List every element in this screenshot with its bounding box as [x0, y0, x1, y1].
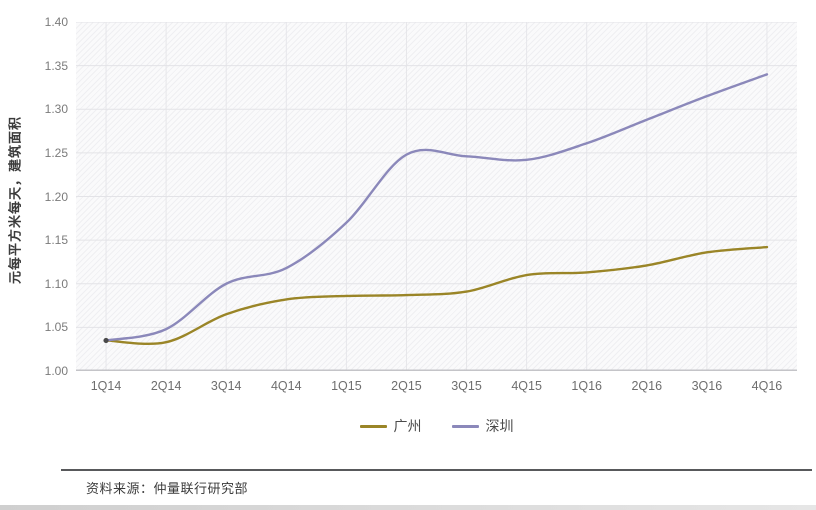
x-tick-label: 1Q14: [90, 379, 122, 393]
source-note: 资料来源：仲量联行研究部: [86, 481, 249, 496]
y-tick-label: 1.35: [44, 58, 68, 73]
x-tick-label: 3Q16: [691, 379, 723, 393]
start-point-marker: [103, 337, 109, 344]
legend-item-guangzhou: 广州: [359, 416, 422, 436]
x-tick-label: 2Q16: [631, 379, 663, 393]
y-tick-label: 1.15: [44, 233, 68, 248]
y-axis-title: 元每平方米每天，建筑面积: [7, 115, 23, 285]
x-tick-label: 1Q16: [571, 379, 602, 393]
legend-item-shenzhen: 深圳: [451, 416, 514, 436]
x-tick-label: 3Q14: [210, 379, 242, 393]
x-tick-label: 3Q15: [451, 379, 482, 393]
x-tick-label: 4Q15: [511, 379, 542, 393]
x-tick-label: 2Q15: [391, 379, 422, 393]
legend-label: 深圳: [485, 418, 514, 434]
series-line-guangzhou: [104, 245, 769, 346]
x-tick-label: 2Q14: [150, 379, 182, 393]
bottom-strip: [0, 505, 816, 510]
series-line-shenzhen: [104, 73, 769, 342]
legend-label: 广州: [393, 418, 422, 434]
x-tick-label: 4Q16: [751, 379, 783, 393]
legend-line-swatch: [451, 424, 479, 428]
y-tick-label: 1.20: [44, 189, 68, 204]
plot-area: [76, 22, 797, 371]
y-tick-label: 1.05: [44, 320, 68, 335]
legend-line-swatch: [359, 424, 387, 428]
separator-line: [61, 469, 812, 471]
y-tick-label: 1.25: [44, 145, 68, 160]
legend: 广州 深圳: [76, 416, 797, 436]
x-tick-label: 1Q15: [331, 379, 362, 393]
y-tick-label: 1.40: [44, 15, 68, 29]
y-tick-label: 1.30: [44, 102, 68, 117]
y-tick-label: 1.00: [44, 364, 68, 378]
x-tick-label: 4Q14: [270, 379, 302, 393]
plot-svg: [76, 22, 797, 371]
y-tick-label: 1.10: [44, 276, 68, 291]
